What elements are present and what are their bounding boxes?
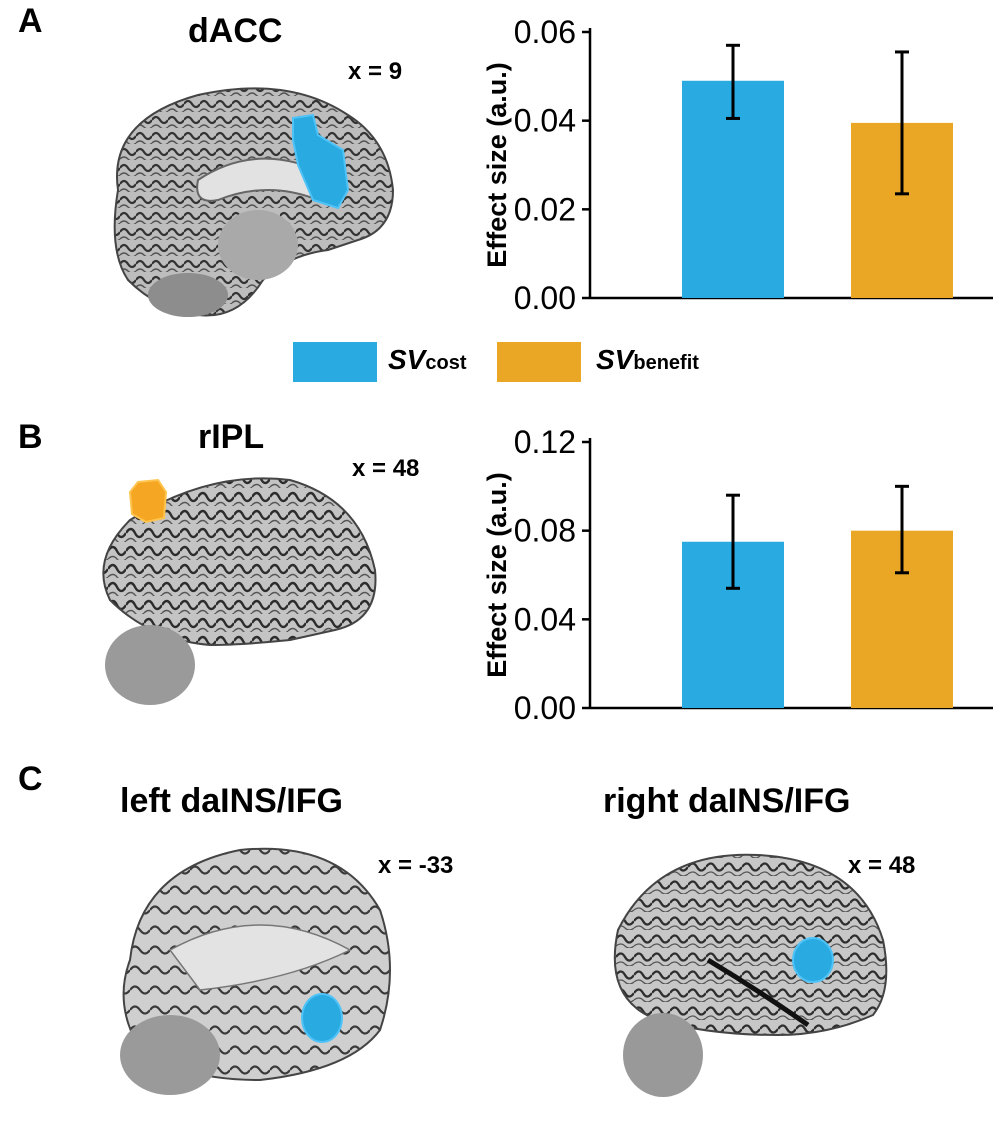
bar-chart-b: Effect size (a.u.)0.00 0.04 0.08 0.12 <box>482 424 993 726</box>
activation-blob-left-insula <box>301 993 343 1043</box>
y-tick-label: 0.08 <box>514 513 576 549</box>
legend-label-benefit: SVbenefit <box>596 344 699 375</box>
y-tick-label: 0.00 <box>514 280 576 316</box>
panel-letter-c: C <box>18 760 43 798</box>
brain-slice-lateral-sagittal-b <box>102 477 377 705</box>
activation-blob-dacc <box>292 113 350 210</box>
y-tick-label: 0.04 <box>514 601 576 637</box>
y-tick-label: 0.00 <box>514 690 576 726</box>
brain-slice-left-insula <box>120 847 391 1095</box>
legend-label-cost: SVcost <box>388 344 467 375</box>
brain-slice-medial-sagittal <box>113 87 395 317</box>
region-title-right-dains: right daINS/IFG <box>603 782 851 820</box>
coord-label-c-right: x = 48 <box>848 852 916 879</box>
coord-label-a: x = 9 <box>348 58 403 85</box>
legend-swatch-cost <box>293 342 377 382</box>
y-tick-label: 0.06 <box>514 14 576 50</box>
coord-label-c-left: x = -33 <box>378 852 454 879</box>
y-tick-label: 0.12 <box>514 424 576 460</box>
panel-letter-b: B <box>18 418 43 456</box>
legend-swatch-benefit <box>497 342 581 382</box>
brain-slice-right-insula <box>613 853 888 1097</box>
y-axis-label: Effect size (a.u.) <box>482 472 512 678</box>
panel-letter-a: A <box>18 2 43 40</box>
region-title-ripl: rIPL <box>198 418 265 456</box>
y-tick-label: 0.02 <box>514 191 576 227</box>
region-title-left-dains: left daINS/IFG <box>120 782 343 820</box>
coord-label-b: x = 48 <box>352 455 420 482</box>
y-axis-label: Effect size (a.u.) <box>482 62 512 268</box>
region-title-dacc: dACC <box>188 12 283 50</box>
bar-chart-a: Effect size (a.u.)0.00 0.02 0.04 0.06 <box>482 14 993 316</box>
activation-blob-right-insula <box>792 937 834 983</box>
activation-blob-ripl <box>128 478 168 524</box>
y-tick-label: 0.04 <box>514 103 576 139</box>
